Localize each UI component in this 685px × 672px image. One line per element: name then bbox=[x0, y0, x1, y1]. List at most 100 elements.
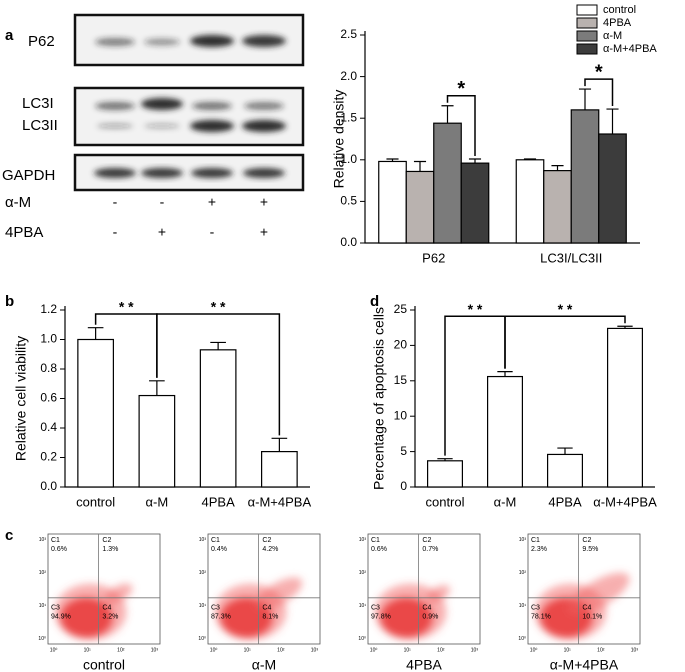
error-bar bbox=[149, 380, 165, 396]
y-decade-label: 10² bbox=[519, 570, 527, 576]
significance-bracket bbox=[156, 313, 281, 436]
y-tick-label: 0.5 bbox=[340, 194, 357, 208]
y-axis-label: Percentage of apoptosis cells bbox=[371, 307, 387, 490]
quadrant-percent: 3.2% bbox=[102, 614, 118, 621]
y-decade-label: 10⁰ bbox=[38, 636, 46, 642]
legend-swatch bbox=[576, 43, 598, 55]
bar bbox=[378, 160, 407, 244]
flow-plot: C1 0.6% C2 0.7% C3 97.8% C4 0.9% 10⁰ 10⁰ 10¹ 10¹ 10²… bbox=[358, 533, 481, 672]
bar bbox=[77, 338, 114, 488]
x-decade-label: 10³ bbox=[311, 647, 319, 653]
western-blot: P62 LC3I LC3II GAPDH bbox=[2, 13, 305, 192]
significance-label: * * bbox=[211, 299, 226, 315]
quadrant-percent: 97.8% bbox=[371, 614, 391, 621]
y-decade-label: 10³ bbox=[359, 537, 367, 543]
error-bar bbox=[557, 447, 573, 455]
band-label: P62 bbox=[28, 33, 55, 50]
y-tick-label: 20 bbox=[394, 338, 408, 352]
bar bbox=[427, 460, 464, 488]
x-tick-label: control bbox=[76, 494, 115, 509]
y-tick-label: 25 bbox=[394, 302, 408, 316]
error-bar bbox=[551, 165, 564, 171]
flow-plot-label: 4PBA bbox=[406, 657, 442, 672]
y-decade-label: 10¹ bbox=[359, 603, 367, 609]
bar bbox=[460, 162, 490, 244]
x-decade-label: 10⁰ bbox=[210, 647, 218, 653]
y-tick-label: 0.0 bbox=[340, 235, 357, 249]
y-decade-label: 10⁰ bbox=[198, 636, 206, 642]
panel-letter: c bbox=[5, 527, 13, 544]
y-tick-label: 15 bbox=[394, 373, 408, 387]
bar bbox=[405, 170, 435, 244]
bar bbox=[570, 109, 600, 244]
y-axis-label: Relative cell viability bbox=[13, 336, 29, 461]
error-bar bbox=[441, 105, 454, 124]
y-tick-label: 0.2 bbox=[40, 450, 57, 464]
panel-letter: b bbox=[5, 293, 14, 310]
x-decade-label: 10² bbox=[277, 647, 285, 653]
significance-label: * bbox=[595, 61, 603, 83]
flow-plot-label: α-M+4PBA bbox=[550, 657, 619, 672]
x-decade-label: 10³ bbox=[151, 647, 159, 653]
legend-swatch bbox=[576, 4, 598, 16]
x-decade-label: 10⁰ bbox=[530, 647, 538, 653]
bar bbox=[261, 451, 298, 488]
quadrant-percent: 0.4% bbox=[211, 546, 227, 553]
treatment-label: 4PBA bbox=[5, 224, 43, 241]
quadrant-percent: 0.6% bbox=[51, 546, 67, 553]
quadrant-name: C1 bbox=[371, 537, 380, 544]
bar bbox=[433, 122, 462, 244]
quadrant-percent: 4.2% bbox=[262, 546, 278, 553]
x-tick-label: P62 bbox=[422, 250, 445, 265]
y-tick-label: 5 bbox=[400, 444, 407, 458]
quadrant-percent: 0.7% bbox=[422, 546, 438, 553]
x-decade-label: 10⁰ bbox=[50, 647, 58, 653]
quadrant-percent: 87.3% bbox=[211, 614, 231, 621]
quadrant-name: C4 bbox=[262, 605, 271, 612]
x-tick-label: 4PBA bbox=[548, 494, 582, 509]
quadrant-percent: 10.1% bbox=[582, 614, 602, 621]
y-decade-label: 10⁰ bbox=[518, 636, 526, 642]
error-bar bbox=[497, 370, 513, 377]
significance-bracket bbox=[446, 94, 476, 156]
treatment-label: α-M bbox=[5, 194, 31, 211]
treatment-sign: - bbox=[210, 224, 215, 240]
y-axis-label: Relative density bbox=[331, 90, 347, 189]
significance-bracket bbox=[504, 315, 626, 369]
y-decade-label: 10¹ bbox=[519, 603, 527, 609]
x-decade-label: 10² bbox=[597, 647, 605, 653]
quadrant-name: C1 bbox=[531, 537, 540, 544]
error-bar bbox=[617, 325, 633, 329]
error-bar bbox=[523, 158, 537, 160]
quadrant-percent: 8.1% bbox=[262, 614, 278, 621]
y-decade-label: 10² bbox=[199, 570, 207, 576]
y-decade-label: 10³ bbox=[199, 537, 207, 543]
quadrant-percent: 2.3% bbox=[531, 546, 547, 553]
flow-plot: C1 0.6% C2 1.3% C3 94.9% C4 3.2% 10⁰ 10⁰ 10¹ 10¹ 10²… bbox=[38, 533, 161, 672]
error-bar bbox=[386, 158, 399, 162]
x-decade-label: 10¹ bbox=[244, 647, 252, 653]
flow-plot-label: control bbox=[83, 657, 125, 672]
band-label: LC3I bbox=[22, 95, 54, 112]
y-tick-label: 0.6 bbox=[40, 391, 57, 405]
quadrant-percent: 9.5% bbox=[582, 546, 598, 553]
y-decade-label: 10⁰ bbox=[358, 636, 366, 642]
error-bar bbox=[606, 108, 619, 135]
quadrant-percent: 94.9% bbox=[51, 614, 71, 621]
y-tick-label: 0 bbox=[400, 479, 407, 493]
event-density bbox=[567, 572, 630, 615]
error-bar bbox=[210, 341, 226, 350]
quadrant-name: C4 bbox=[422, 605, 431, 612]
quadrant-percent: 78.1% bbox=[531, 614, 551, 621]
treatment-sign: + bbox=[260, 224, 268, 240]
legend-label: control bbox=[603, 4, 636, 16]
x-tick-label: control bbox=[425, 494, 464, 509]
x-decade-label: 10⁰ bbox=[370, 647, 378, 653]
quadrant-percent: 0.6% bbox=[371, 546, 387, 553]
legend-swatch bbox=[576, 30, 598, 42]
x-decade-label: 10² bbox=[437, 647, 445, 653]
x-decade-label: 10¹ bbox=[404, 647, 412, 653]
bar bbox=[546, 453, 583, 488]
quadrant-name: C2 bbox=[262, 537, 271, 544]
